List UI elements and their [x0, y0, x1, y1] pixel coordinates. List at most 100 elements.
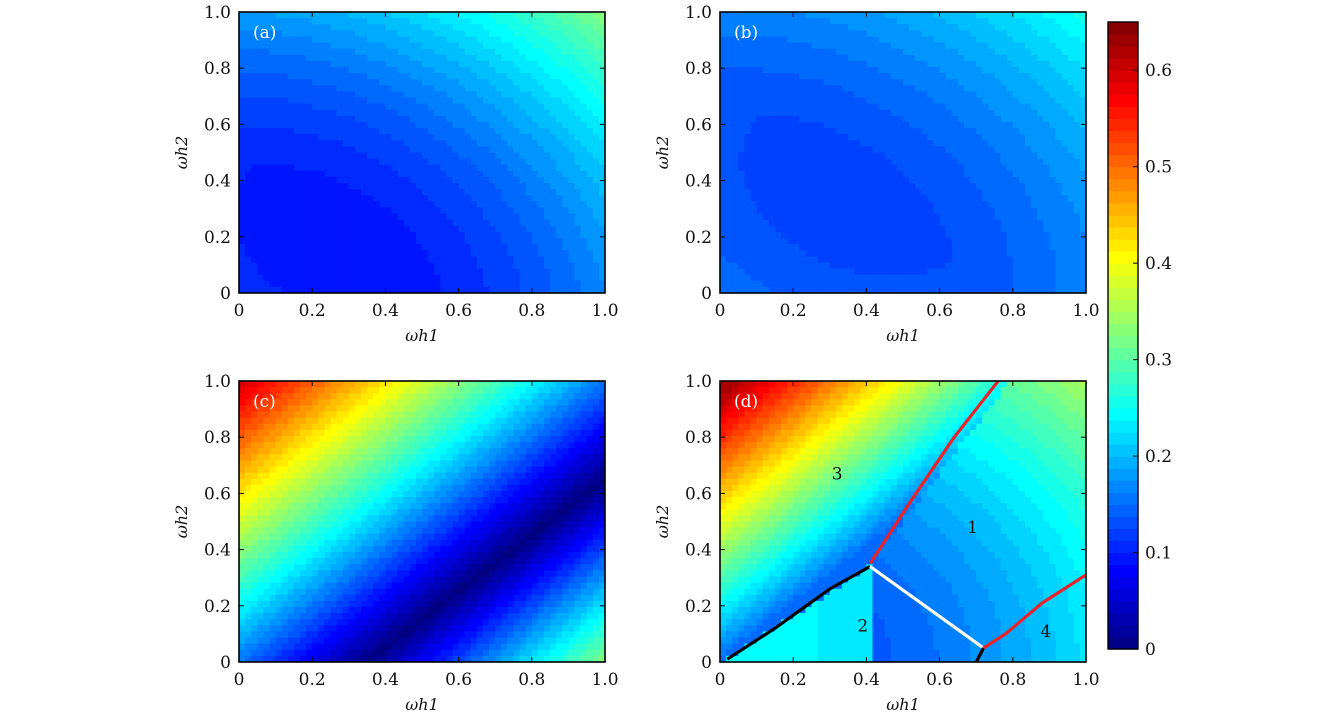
- heatmap-cell: [550, 195, 557, 202]
- heatmap-cell: [964, 66, 971, 74]
- heatmap-cell: [373, 85, 380, 93]
- heatmap-cell: [738, 268, 745, 276]
- heatmap-cell: [361, 134, 368, 141]
- heatmap-cell: [744, 152, 752, 160]
- heatmap-cell: [507, 176, 515, 184]
- heatmap-cell: [281, 183, 289, 190]
- heatmap-cell: [811, 170, 819, 178]
- heatmap-cell: [556, 219, 563, 227]
- heatmap-cell: [257, 170, 264, 178]
- heatmap-cell: [890, 225, 898, 233]
- heatmap-cell: [890, 244, 898, 251]
- heatmap-cell: [470, 103, 478, 111]
- heatmap-cell: [945, 42, 953, 50]
- heatmap-cell: [921, 268, 928, 276]
- heatmap-cell: [489, 183, 496, 190]
- heatmap-cell: [458, 36, 466, 44]
- heatmap-cell: [793, 140, 800, 147]
- heatmap-cell: [275, 244, 283, 251]
- heatmap-cell: [245, 79, 252, 86]
- heatmap-cell: [817, 225, 825, 233]
- heatmap-cell: [842, 189, 849, 196]
- heatmap-cell: [245, 85, 252, 93]
- heatmap-cell: [744, 97, 752, 105]
- heatmap-cell: [951, 109, 959, 117]
- heatmap-cell: [774, 42, 782, 50]
- heatmap-cell: [1000, 189, 1008, 196]
- heatmap-cell: [896, 256, 904, 264]
- heatmap-cell: [598, 140, 605, 147]
- heatmap-cell: [848, 250, 855, 257]
- heatmap-cell: [799, 176, 806, 184]
- heatmap-cell: [774, 48, 782, 56]
- heatmap-cell: [550, 91, 557, 99]
- heatmap-cell: [483, 280, 490, 288]
- heatmap-cell: [957, 42, 965, 50]
- heatmap-cell: [458, 128, 466, 135]
- heatmap-cell: [738, 213, 745, 221]
- heatmap-cell: [422, 262, 429, 270]
- heatmap-cell: [452, 274, 460, 282]
- heatmap-cell: [848, 54, 855, 62]
- heatmap-cell: [275, 164, 283, 172]
- heatmap-cell: [336, 146, 344, 154]
- heatmap-cell: [835, 42, 843, 50]
- heatmap-cell: [525, 244, 533, 251]
- heatmap-cell: [568, 262, 576, 270]
- heatmap-cell: [281, 97, 289, 105]
- heatmap-cell: [994, 128, 1002, 135]
- heatmap-cell: [257, 18, 264, 25]
- heatmap-cell: [367, 231, 374, 239]
- heatmap-cell: [263, 115, 271, 123]
- heatmap-cell: [933, 146, 941, 154]
- heatmap-cell: [458, 164, 466, 172]
- heatmap-cell: [489, 250, 496, 257]
- heatmap-cell: [988, 103, 996, 111]
- heatmap-cell: [927, 85, 935, 93]
- heatmap-cell: [336, 280, 344, 288]
- heatmap-cell: [988, 286, 996, 293]
- heatmap-cell: [720, 244, 727, 251]
- heatmap-cell: [829, 286, 837, 293]
- heatmap-cell: [878, 24, 886, 31]
- heatmap-cell: [281, 79, 289, 86]
- heatmap-cell: [860, 97, 867, 105]
- heatmap-cell: [464, 250, 472, 257]
- heatmap-cell: [854, 280, 861, 288]
- heatmap-cell: [336, 12, 344, 19]
- heatmap-cell: [312, 24, 319, 31]
- heatmap-cell: [933, 183, 941, 190]
- heatmap-cell: [592, 238, 600, 245]
- heatmap-cell: [799, 85, 806, 93]
- heatmap-cell: [586, 183, 594, 190]
- heatmap-cell: [501, 128, 508, 135]
- heatmap-cell: [452, 152, 460, 160]
- heatmap-cell: [787, 250, 794, 257]
- heatmap-cell: [982, 66, 989, 74]
- heatmap-cell: [762, 121, 770, 129]
- heatmap-cell: [774, 219, 782, 227]
- heatmap-cell: [251, 12, 258, 19]
- heatmap-cell: [890, 176, 898, 184]
- heatmap-cell: [750, 121, 758, 129]
- heatmap-cell: [324, 286, 332, 293]
- heatmap-cell: [556, 91, 563, 99]
- heatmap-cell: [415, 170, 423, 178]
- heatmap-cell: [415, 128, 423, 135]
- heatmap-cell: [281, 18, 289, 25]
- heatmap-cell: [951, 48, 959, 56]
- heatmap-cell: [781, 280, 788, 288]
- heatmap-cell: [738, 42, 745, 50]
- heatmap-cell: [525, 12, 533, 19]
- heatmap-cell: [598, 115, 605, 123]
- heatmap-cell: [951, 256, 959, 264]
- heatmap-cell: [440, 189, 447, 196]
- heatmap-cell: [738, 225, 745, 233]
- heatmap-cell: [720, 225, 727, 233]
- heatmap-cell: [732, 91, 739, 99]
- heatmap-cell: [939, 256, 947, 264]
- heatmap-cell: [531, 219, 539, 227]
- heatmap-cell: [750, 164, 758, 172]
- heatmap-cell: [531, 79, 539, 86]
- heatmap-cell: [403, 231, 411, 239]
